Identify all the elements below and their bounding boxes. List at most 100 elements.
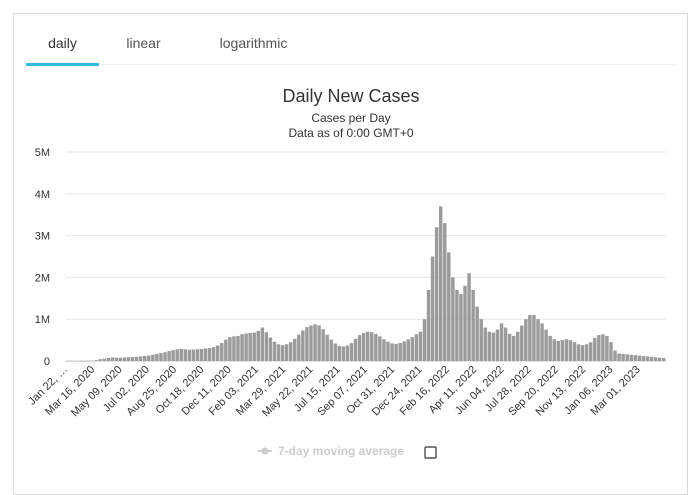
- bar: [345, 345, 350, 361]
- bar: [357, 335, 362, 361]
- bar: [471, 289, 475, 361]
- bar: [593, 338, 597, 361]
- bar: [130, 357, 135, 361]
- bar: [378, 336, 382, 361]
- bar: [443, 223, 447, 361]
- bar: [195, 349, 200, 361]
- tab-logarithmic[interactable]: logarithmic: [206, 34, 301, 64]
- bar: [637, 355, 642, 361]
- bar: [487, 331, 492, 361]
- daily-cases-chart: Daily New Cases Cases per Day Data as of…: [26, 86, 666, 459]
- legend[interactable]: 7-day moving average: [258, 444, 437, 459]
- bar: [232, 336, 236, 361]
- y-tick-label: 5M: [35, 147, 50, 159]
- bar: [179, 348, 183, 361]
- bar: [576, 344, 581, 361]
- bar: [459, 294, 463, 361]
- y-gridlines: [66, 151, 666, 362]
- bar: [175, 349, 179, 361]
- bar: [301, 330, 305, 361]
- bar: [94, 360, 98, 361]
- bar: [653, 357, 658, 361]
- bar: [520, 325, 524, 361]
- bar: [337, 345, 342, 361]
- active-tab-indicator: [26, 63, 99, 66]
- legend-label[interactable]: 7-day moving average: [278, 444, 404, 458]
- bar: [386, 341, 390, 361]
- bar: [524, 319, 528, 361]
- bar: [625, 354, 629, 361]
- bar: [609, 342, 613, 361]
- bar: [248, 332, 252, 361]
- bar: [455, 289, 459, 361]
- bar: [151, 354, 155, 361]
- bar: [106, 357, 110, 361]
- bar: [597, 335, 601, 361]
- y-tick-label: 3M: [35, 231, 50, 243]
- bar: [552, 339, 556, 361]
- chart-subtitle-line-1: Cases per Day: [311, 111, 390, 125]
- bar: [240, 334, 244, 361]
- bar: [572, 342, 577, 361]
- bar: [633, 355, 638, 361]
- tab-daily[interactable]: daily: [26, 34, 99, 66]
- bar: [86, 360, 90, 362]
- bar: [418, 331, 423, 361]
- bar: [134, 356, 139, 361]
- bar: [617, 353, 621, 361]
- bar: [382, 339, 386, 361]
- y-tick-label: 0: [44, 356, 50, 368]
- y-tick-label: 1M: [35, 314, 50, 326]
- bar: [374, 333, 378, 361]
- bar: [645, 356, 650, 361]
- tab-linear[interactable]: linear: [116, 34, 171, 64]
- bar: [568, 340, 573, 361]
- tab-linear-label: linear: [126, 35, 161, 51]
- bar: [398, 343, 402, 361]
- bar: [333, 343, 338, 361]
- bar: [155, 353, 159, 361]
- bar: [126, 357, 131, 361]
- bar: [463, 285, 467, 361]
- bar: [536, 319, 540, 361]
- bar: [451, 277, 455, 361]
- bar: [138, 356, 143, 361]
- y-tick-label: 2M: [35, 272, 50, 284]
- bar: [467, 273, 471, 361]
- bar: [516, 331, 520, 361]
- bar: [143, 355, 147, 361]
- bar: [434, 227, 439, 361]
- bar: [313, 324, 317, 361]
- bar: [244, 333, 248, 361]
- bar: [163, 352, 167, 361]
- bar: [211, 347, 216, 361]
- bar: [260, 327, 265, 361]
- bar: [564, 339, 569, 361]
- bar: [102, 358, 106, 361]
- bar: [528, 315, 532, 361]
- bar: [580, 345, 585, 361]
- y-tick-label: 4M: [35, 189, 50, 201]
- bar: [483, 327, 488, 361]
- bar: [422, 319, 427, 361]
- bar: [657, 357, 662, 361]
- bar: [264, 332, 269, 361]
- bar: [366, 331, 370, 361]
- bar: [447, 252, 451, 361]
- bar: [118, 357, 123, 361]
- bar: [187, 349, 192, 361]
- bar: [394, 343, 398, 361]
- bar: [82, 360, 86, 362]
- bar: [341, 346, 346, 361]
- bar: [220, 343, 224, 361]
- bar: [503, 327, 508, 361]
- bar: [621, 353, 625, 361]
- bar: [122, 357, 127, 361]
- bar: [532, 315, 536, 361]
- bar: [203, 348, 208, 361]
- bar: [321, 329, 325, 361]
- bar: [605, 335, 609, 361]
- tab-daily-label: daily: [48, 35, 77, 51]
- bar: [479, 319, 483, 361]
- legend-checkbox[interactable]: [424, 446, 437, 459]
